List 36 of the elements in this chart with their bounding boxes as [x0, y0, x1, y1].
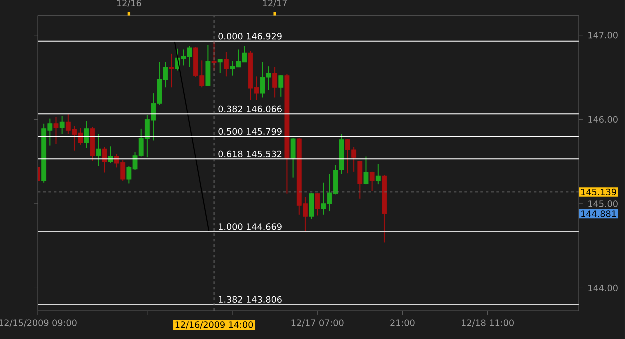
y-tick-label: 144.00 — [588, 284, 618, 292]
y-tick-label: 145.00 — [588, 200, 618, 208]
ref-line-label: 1.000 144.669 — [219, 224, 282, 230]
ref-line-label: 0.500 145.799 — [218, 128, 282, 136]
ref-line-label: 1.382 143.806 — [219, 296, 282, 303]
ref-line-label: 0.382 146.066 — [218, 106, 282, 113]
candlestick — [278, 74, 284, 98]
ref-line-label: 12/16/2009 14:00 — [176, 322, 254, 329]
candlestick — [218, 58, 223, 74]
candlestick — [96, 133, 102, 167]
text: 144.881 — [582, 210, 616, 218]
x-tick-label: 21:00 — [390, 320, 415, 326]
candlestick — [290, 138, 296, 178]
candlestick — [102, 146, 108, 174]
candlestick — [309, 192, 314, 220]
x2-tick-label: 12/16 — [117, 0, 142, 8]
y-tick-label: 147.00 — [588, 32, 618, 39]
candlestick — [84, 120, 90, 149]
x-tick-label: 12/15/2009 09:00 — [0, 320, 77, 328]
x2-tick-label: 12/17 — [263, 0, 287, 8]
ref-line-label: 145.139 — [582, 188, 616, 196]
candlestick — [370, 171, 375, 192]
x-tick-label: 12/17 07:00 — [292, 320, 344, 328]
candlestick — [60, 116, 65, 134]
ref-line-label: 0.000 146.929 — [218, 33, 282, 40]
candlestick — [376, 164, 381, 186]
ref-line-label: 0.618 145.532 — [218, 150, 282, 158]
candlestick — [315, 192, 320, 216]
candlestick — [224, 52, 229, 78]
y-tick-label: 146.00 — [588, 116, 618, 123]
x-tick-label: 12/18 11:00 — [462, 320, 514, 328]
candlestick — [364, 156, 369, 186]
candlestick — [169, 53, 174, 88]
candlestick — [54, 116, 59, 145]
candlestick — [358, 160, 363, 200]
candlestick — [272, 66, 278, 98]
